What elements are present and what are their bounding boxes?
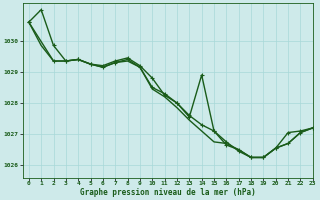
X-axis label: Graphe pression niveau de la mer (hPa): Graphe pression niveau de la mer (hPa) (80, 188, 256, 197)
